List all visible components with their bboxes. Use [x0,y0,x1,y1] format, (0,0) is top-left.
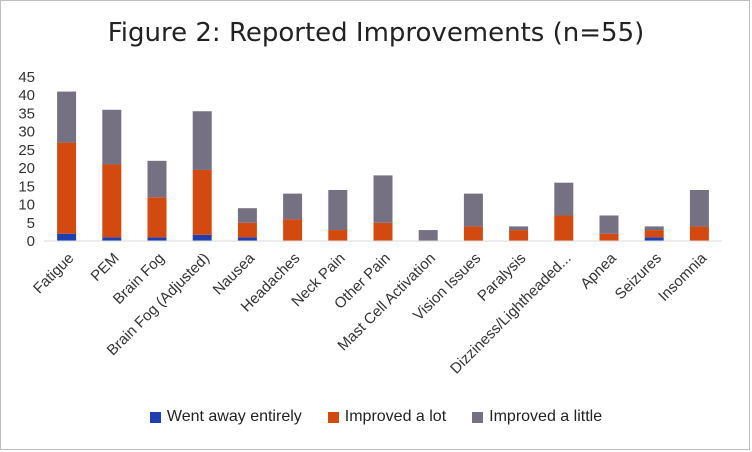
bar-segment [237,222,257,238]
y-tick-label: 45 [18,69,35,86]
bar-segment [644,230,664,238]
bar-segment [689,226,709,241]
bar-segment [554,182,574,216]
bar-segment [102,164,122,238]
y-tick-label: 20 [18,160,35,177]
bar-segment [644,226,664,231]
legend-item-improved-a-little: Improved a little [472,408,602,426]
bar-segment [147,237,167,241]
bar-segment [463,226,483,241]
bar-segment [57,233,77,241]
bar-segment [644,237,664,241]
bars [57,91,709,241]
x-tick-label: Apnea [577,249,620,292]
legend-item-went-away: Went away entirely [149,408,302,426]
legend-swatch-improved-a-lot [327,411,339,423]
y-tick-label: 5 [27,215,35,232]
bar-segment [328,230,348,241]
bar-segment [147,197,167,238]
legend: Went away entirely Improved a lot Improv… [0,408,752,426]
bar-segment [509,230,529,241]
bar-segment [192,111,212,170]
legend-label-went-away: Went away entirely [166,408,302,425]
chart-title: Figure 2: Reported Improvements (n=55) [107,18,645,48]
bar-segment [509,226,529,231]
bar-segment [418,230,438,241]
bar-segment [283,219,303,241]
bar-segment [599,215,619,234]
legend-label-improved-a-lot: Improved a lot [344,408,447,425]
legend-swatch-went-away [149,411,161,423]
bar-segment [57,91,77,143]
bar-segment [599,233,619,241]
x-tick-label: PEM [88,250,123,285]
bar-segment [689,189,709,227]
legend-swatch-improved-a-little [472,411,484,423]
bar-segment [463,193,483,227]
bar-segment [373,175,393,223]
bar-segment [328,189,348,231]
y-tick-label: 10 [18,197,35,214]
bar-segment [147,160,167,198]
legend-item-improved-a-lot: Improved a lot [327,408,447,426]
bar-segment [237,237,257,241]
y-tick-label: 15 [18,178,35,195]
bar-segment [554,215,574,241]
bar-segment [373,222,393,241]
x-tick-label: Insomnia [655,249,711,305]
bar-segment [102,109,122,165]
y-tick-label: 40 [18,87,35,104]
y-tick-label: 30 [18,124,35,141]
x-tick-label: Fatigue [30,250,77,297]
bar-segment [283,193,303,220]
bar-segment [102,237,122,241]
legend-label-improved-a-little: Improved a little [489,408,603,425]
bar-segment [192,169,212,235]
bar-segment [237,208,257,223]
y-tick-label: 35 [18,105,35,122]
y-tick-label: 25 [18,142,35,159]
y-tick-label: 0 [27,233,35,250]
bar-segment [192,234,212,241]
bar-segment [57,142,77,234]
